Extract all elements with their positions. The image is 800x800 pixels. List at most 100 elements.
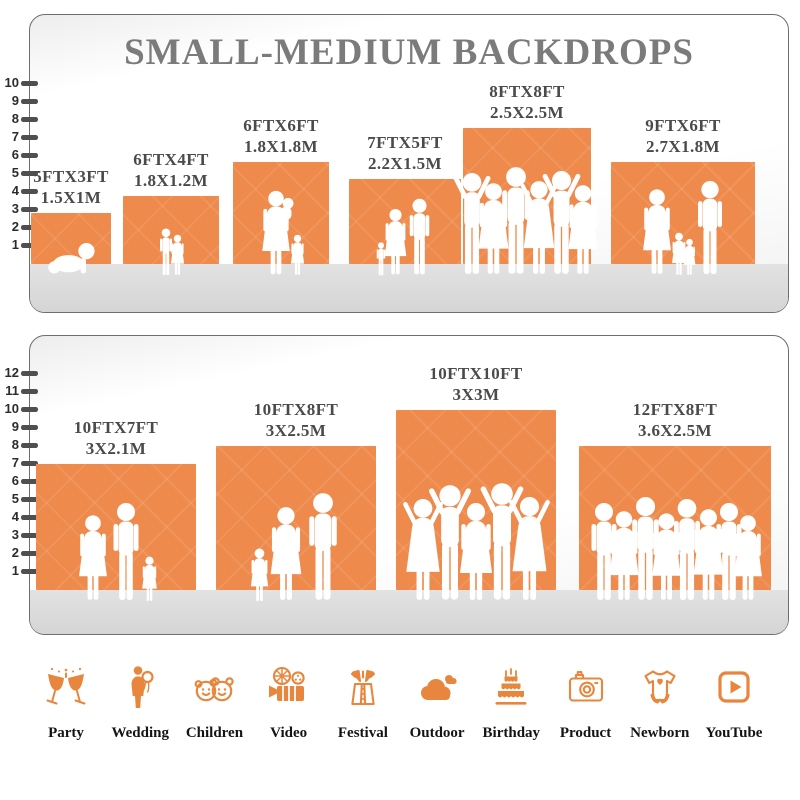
silhouette-woman (608, 511, 639, 600)
ruler-tick (21, 225, 38, 230)
silhouette-group (453, 166, 598, 276)
size-meters: 1.8X1.8M (243, 136, 319, 156)
silhouette-woman (642, 189, 671, 274)
size-meters: 1.8X1.2M (133, 170, 209, 190)
ruler-tick (21, 81, 38, 86)
panel-small-medium: SMALL-MEDIUM BACKDROPS 1 2 3 4 5 6 7 8 9 10 5FTX3F… (5, 14, 789, 313)
backdrop-size-label: 6FTX6FT 1.8X1.8M (243, 115, 319, 158)
backdrop-bar: 12FTX8FT 3.6X2.5M (579, 399, 771, 600)
page-title: SMALL-MEDIUM BACKDROPS (124, 32, 694, 73)
backdrop-bar: 7FTX5FT 2.2X1.5M (349, 132, 461, 276)
silhouette-man-up (480, 483, 523, 600)
silhouette-woman-baby (261, 190, 293, 275)
backdrop-bar: 6FTX6FT 1.8X1.8M (233, 115, 329, 275)
ruler-tick (21, 497, 38, 502)
backdrop-size-label: 5FTX3FT 1.5X1M (33, 166, 109, 209)
size-feet: 10FTX10FT (429, 363, 523, 383)
size-meters: 3X3M (452, 384, 500, 404)
backdrop-bar: 10FTX10FT 3X3M (396, 363, 556, 600)
silhouette-man (502, 167, 530, 274)
silhouette-man-up (453, 173, 491, 274)
ruler-number: 10 (4, 75, 19, 90)
category-item-youtube: YouTube (698, 664, 770, 742)
silhouette-man (697, 180, 722, 275)
festival-icon (340, 664, 386, 715)
size-feet: 7FTX5FT (367, 132, 443, 152)
size-meters: 2.7X1.8M (645, 136, 721, 156)
ruler-number: 12 (4, 365, 19, 380)
ruler-number: 3 (11, 527, 19, 542)
size-feet: 6FTX6FT (243, 115, 319, 135)
backdrop-size-label: 10FTX10FT 3X3M (429, 363, 522, 406)
category-item-outdoor: Outdoor (401, 664, 473, 742)
category-item-party: Party (30, 664, 102, 742)
size-feet: 10FTX7FT (73, 417, 159, 437)
backdrop-size-label: 6FTX4FT 1.8X1.2M (133, 149, 209, 192)
ruler-number: 5 (11, 165, 19, 180)
ruler-tick (21, 443, 38, 448)
silhouette-man (308, 493, 337, 600)
ruler-tick (21, 135, 38, 140)
backdrop-size-label: 7FTX5FT 2.2X1.5M (367, 132, 443, 175)
silhouette-man (113, 503, 138, 600)
size-meters: 2.5X2.5M (489, 102, 565, 122)
backdrop-bar: 9FTX6FT 2.7X1.8M (611, 115, 755, 275)
silhouette-girl (250, 548, 268, 601)
silhouette-girl (290, 234, 304, 275)
silhouette-girl (141, 556, 157, 601)
category-label: Newborn (630, 725, 690, 741)
ruler-number: 2 (11, 545, 19, 560)
ruler-tick (21, 371, 38, 376)
backdrop-rect (233, 162, 329, 275)
ruler-tick (21, 117, 38, 122)
ruler-number: 3 (11, 201, 19, 216)
silhouette-woman (733, 515, 762, 600)
ruler-tick (21, 425, 38, 430)
ruler-number: 8 (11, 437, 19, 452)
size-meters: 1.5X1M (40, 187, 102, 207)
category-item-wedding: Wedding (104, 664, 176, 742)
size-meters: 2.2X1.5M (367, 153, 443, 173)
birthday-icon (488, 664, 534, 715)
silhouette-woman-up (508, 497, 550, 600)
ruler-tick (21, 461, 38, 466)
silhouette-group (579, 496, 771, 602)
category-item-children: Children (178, 664, 250, 742)
youtube-icon (711, 664, 757, 715)
silhouette-group (233, 190, 329, 276)
backdrop-bar: 5FTX3FT 1.5X1M (31, 166, 111, 274)
category-label: Wedding (111, 725, 169, 741)
silhouette-group (349, 198, 461, 276)
silhouette-group (396, 482, 556, 602)
category-label: Children (185, 725, 244, 741)
silhouette-woman (568, 185, 598, 274)
ruler-tick (21, 569, 38, 574)
ruler-number: 9 (11, 93, 19, 108)
ruler-tick (21, 153, 38, 158)
video-icon (265, 664, 313, 715)
ruler-tick (21, 479, 38, 484)
backdrop-rect (453, 128, 598, 274)
silhouette-group (36, 502, 196, 602)
silhouette-group (31, 240, 111, 276)
backdrop-rect (396, 410, 556, 600)
backdrop-rect (31, 213, 111, 274)
backdrop-bar: 6FTX4FT 1.8X1.2M (123, 149, 219, 276)
ruler-number: 9 (11, 419, 19, 434)
ruler-number: 7 (11, 129, 19, 144)
silhouette-group (611, 180, 755, 276)
silhouette-baby-crawl (48, 242, 95, 274)
silhouette-girl (671, 232, 686, 275)
size-feet: 9FTX6FT (645, 115, 721, 135)
size-feet: 8FTX8FT (489, 81, 565, 101)
backdrop-rect (579, 446, 771, 600)
silhouette-man-up (428, 485, 471, 600)
backdrop-rect (216, 446, 376, 601)
ruler-tick (21, 171, 38, 176)
silhouette-group (123, 228, 219, 276)
panel-medium-large: 1 2 3 4 5 6 7 8 9 10 11 12 10FTX7FT 3X2.1M 10FTX8FT 3X2… (5, 335, 789, 635)
ruler-number: 8 (11, 111, 19, 126)
outdoor-icon (413, 664, 461, 715)
size-meters: 3X2.5M (265, 420, 327, 440)
